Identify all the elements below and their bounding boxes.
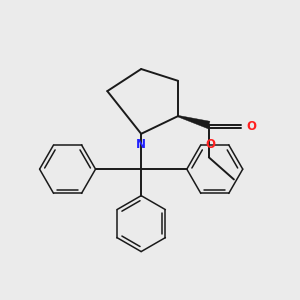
Text: O: O [206, 139, 215, 152]
Text: O: O [247, 120, 256, 133]
Polygon shape [178, 116, 210, 129]
Text: N: N [136, 138, 146, 151]
